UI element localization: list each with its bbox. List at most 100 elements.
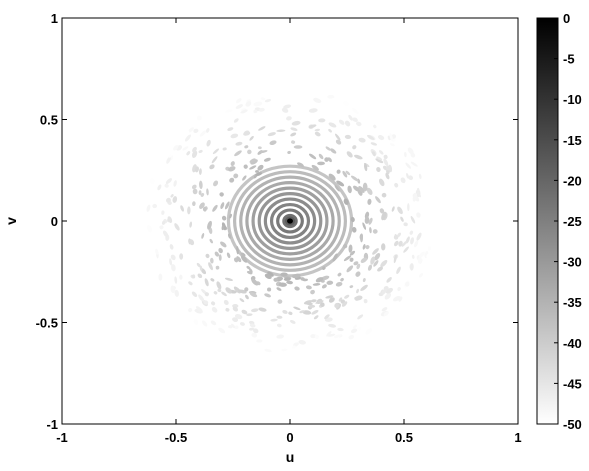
sidelobe-speckle xyxy=(389,143,395,147)
sidelobe-speckle xyxy=(228,213,232,219)
sidelobe-speckle xyxy=(182,130,190,136)
sidelobe-speckle xyxy=(405,162,412,169)
sidelobe-speckle xyxy=(208,262,213,271)
sidelobe-speckle xyxy=(398,296,403,302)
sidelobe-speckle xyxy=(173,180,177,187)
sidelobe-speckle xyxy=(146,224,153,233)
sidelobe-speckle xyxy=(350,328,358,334)
sidelobe-speckle xyxy=(337,272,342,277)
sidelobe-speckle xyxy=(291,120,301,126)
sidelobe-speckle xyxy=(221,291,227,297)
sidelobe-speckle xyxy=(212,204,218,212)
sidelobe-speckle xyxy=(206,139,211,147)
sidelobe-ring xyxy=(245,181,335,261)
sidelobe-speckle xyxy=(377,266,383,272)
sidelobe-speckle xyxy=(407,203,410,212)
colorbar-tick-label: -20 xyxy=(563,173,582,188)
x-tick-label: -0.5 xyxy=(165,430,187,445)
sidelobe-speckle xyxy=(161,165,167,171)
sidelobe-speckle xyxy=(245,294,249,300)
x-axis-label: u xyxy=(286,449,295,465)
sidelobe-speckle xyxy=(243,164,248,169)
sidelobe-speckle xyxy=(220,202,225,210)
sidelobe-speckle xyxy=(418,173,422,180)
sidelobe-speckle xyxy=(147,182,151,188)
x-tick-label: 1 xyxy=(514,430,521,445)
sidelobe-speckle xyxy=(217,288,222,293)
sidelobe-speckle xyxy=(213,291,218,295)
sidelobe-speckle xyxy=(355,271,361,277)
sidelobe-speckle xyxy=(330,148,337,154)
sidelobe-speckle xyxy=(198,190,202,196)
sidelobe-speckle xyxy=(209,164,215,170)
sidelobe-speckle xyxy=(253,101,263,107)
sidelobe-speckle xyxy=(363,299,368,304)
sidelobe-speckle xyxy=(255,170,259,173)
sidelobe-speckle xyxy=(428,197,433,205)
sidelobe-speckle xyxy=(267,132,276,137)
sidelobe-speckle xyxy=(188,307,193,313)
sidelobe-speckle xyxy=(202,206,207,212)
sidelobe-speckle xyxy=(338,119,345,125)
sidelobe-speckle xyxy=(188,127,194,133)
sidelobe-speckle xyxy=(385,172,390,180)
sidelobe-speckle xyxy=(260,97,266,101)
sidelobe-speckle xyxy=(246,265,251,270)
sidelobe-speckle xyxy=(372,229,378,234)
sidelobe-speckle xyxy=(255,172,263,176)
sidelobe-speckle xyxy=(188,281,193,286)
sidelobe-speckle xyxy=(410,237,414,245)
sidelobe-speckle xyxy=(207,220,212,230)
x-tick-label: 0 xyxy=(286,430,293,445)
sidelobe-speckle xyxy=(166,156,171,164)
sidelobe-speckle xyxy=(326,331,332,337)
sidelobe-speckle xyxy=(394,182,399,188)
sidelobe-speckle xyxy=(391,206,395,212)
sidelobe-speckle xyxy=(256,339,263,343)
sidelobe-speckle xyxy=(396,266,401,275)
sidelobe-speckle xyxy=(294,286,300,291)
sidelobe-speckle xyxy=(334,303,340,309)
sidelobe-speckle xyxy=(304,301,313,306)
sidelobe-speckle xyxy=(221,215,227,221)
sidelobe-speckle xyxy=(355,295,363,301)
sidelobe-speckle xyxy=(273,277,278,282)
sidelobe-speckle xyxy=(344,120,351,127)
sidelobe-speckle xyxy=(227,233,232,239)
sidelobe-speckle xyxy=(214,251,220,257)
x-tick-label: 0.5 xyxy=(395,430,413,445)
sidelobe-speckle xyxy=(367,264,373,271)
sidelobe-speckle xyxy=(196,115,202,121)
colorbar-axis: 0 -5 -10 -15 -20 -25 -30 -35 -40 -45 -50 xyxy=(554,11,582,432)
sidelobe-speckle xyxy=(342,101,349,106)
sidelobe-speckle xyxy=(281,348,288,352)
sidelobe-speckle xyxy=(249,158,256,163)
sidelobe-speckle xyxy=(389,133,393,141)
sidelobe-speckle xyxy=(286,280,293,285)
sidelobe-speckle xyxy=(231,323,236,329)
sidelobe-speckle xyxy=(151,259,155,263)
sidelobe-speckle xyxy=(366,187,373,196)
sidelobe-speckle xyxy=(410,161,418,167)
sidelobe-speckle xyxy=(280,272,288,277)
sidelobe-speckle xyxy=(233,118,239,123)
sidelobe-speckle xyxy=(199,130,207,137)
sidelobe-speckle xyxy=(182,146,189,151)
sidelobe-speckle xyxy=(218,247,223,254)
sidelobe-speckle xyxy=(210,257,214,264)
sidelobe-speckle xyxy=(305,285,312,290)
sidelobe-speckle xyxy=(290,127,298,132)
sidelobe-speckle xyxy=(253,109,258,114)
sidelobe-speckle xyxy=(204,278,209,287)
sidelobe-speckle xyxy=(213,180,219,187)
sidelobe-speckle xyxy=(356,288,359,294)
sidelobe-speckle xyxy=(170,194,174,198)
sidelobe-speckle xyxy=(381,243,386,251)
sidelobe-speckle xyxy=(386,276,392,283)
sidelobe-speckle xyxy=(258,307,267,312)
sidelobe-speckle xyxy=(258,107,265,112)
sidelobe-speckle xyxy=(270,318,278,322)
sidelobe-speckle xyxy=(394,240,399,247)
sidelobe-speckle xyxy=(263,157,271,162)
sidelobe-speckle xyxy=(372,151,376,157)
